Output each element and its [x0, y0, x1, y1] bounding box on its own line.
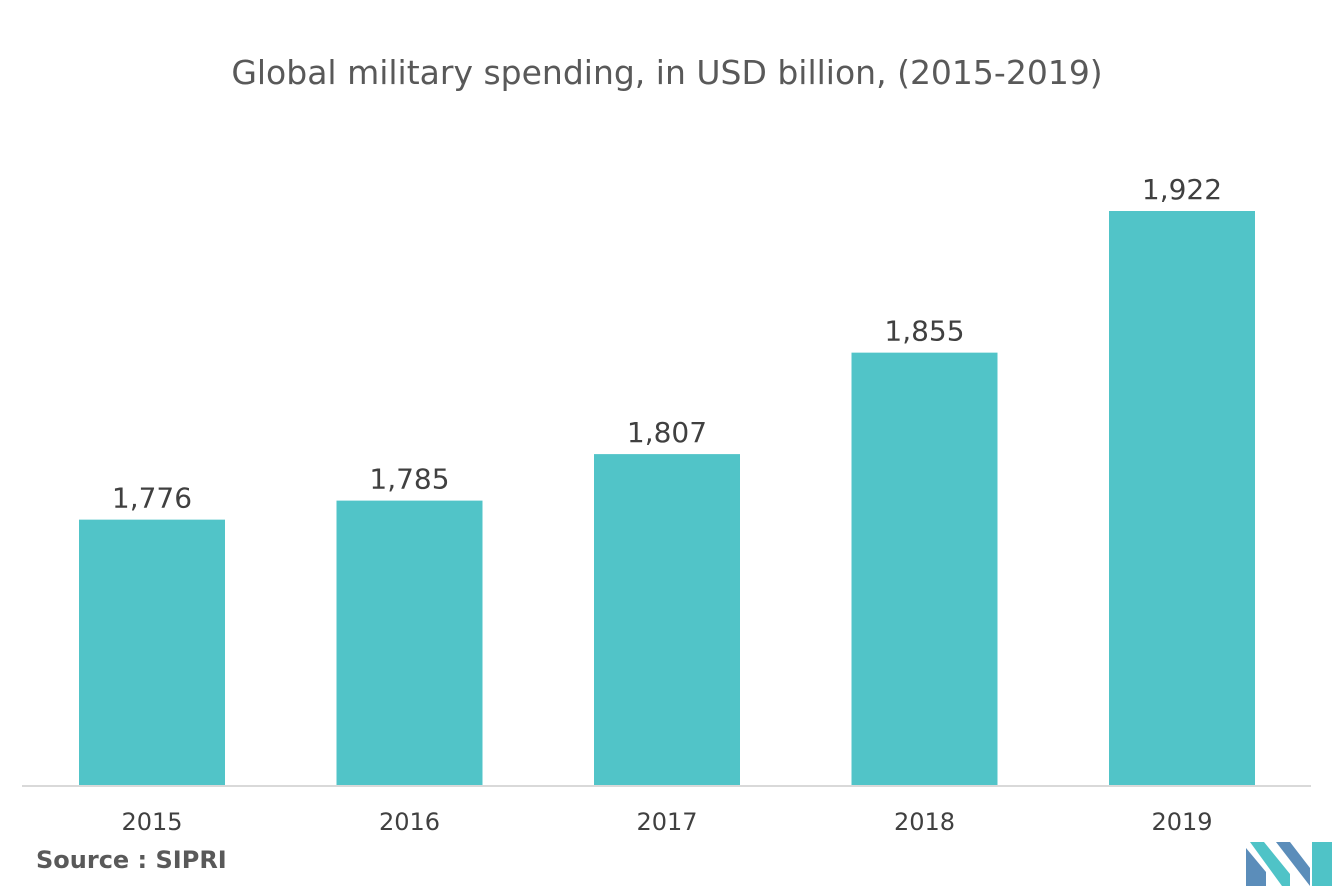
bars-group	[79, 211, 1255, 786]
x-tick-label-2019: 2019	[1151, 808, 1212, 836]
value-label-2015: 1,776	[112, 482, 192, 515]
x-tick-labels-group: 2015 2016 2017 2018 2019	[121, 808, 1212, 836]
value-label-2018: 1,855	[884, 315, 964, 348]
x-tick-label-2017: 2017	[636, 808, 697, 836]
value-label-2019: 1,922	[1142, 173, 1222, 206]
chart-title: Global military spending, in USD billion…	[231, 53, 1102, 92]
x-tick-label-2015: 2015	[121, 808, 182, 836]
value-labels-group: 1,776 1,785 1,807 1,855 1,922	[112, 173, 1222, 515]
value-label-2016: 1,785	[369, 463, 449, 496]
value-label-2017: 1,807	[627, 416, 707, 449]
bar-2018	[851, 352, 998, 786]
source-note: Source : SIPRI	[36, 846, 227, 874]
mordor-intelligence-logo-icon	[1246, 842, 1332, 886]
x-tick-label-2018: 2018	[894, 808, 955, 836]
bar-2016	[336, 500, 483, 786]
bar-2015	[79, 519, 225, 786]
bar-2017	[594, 454, 740, 786]
x-tick-label-2016: 2016	[379, 808, 440, 836]
bar-2019	[1109, 211, 1255, 786]
